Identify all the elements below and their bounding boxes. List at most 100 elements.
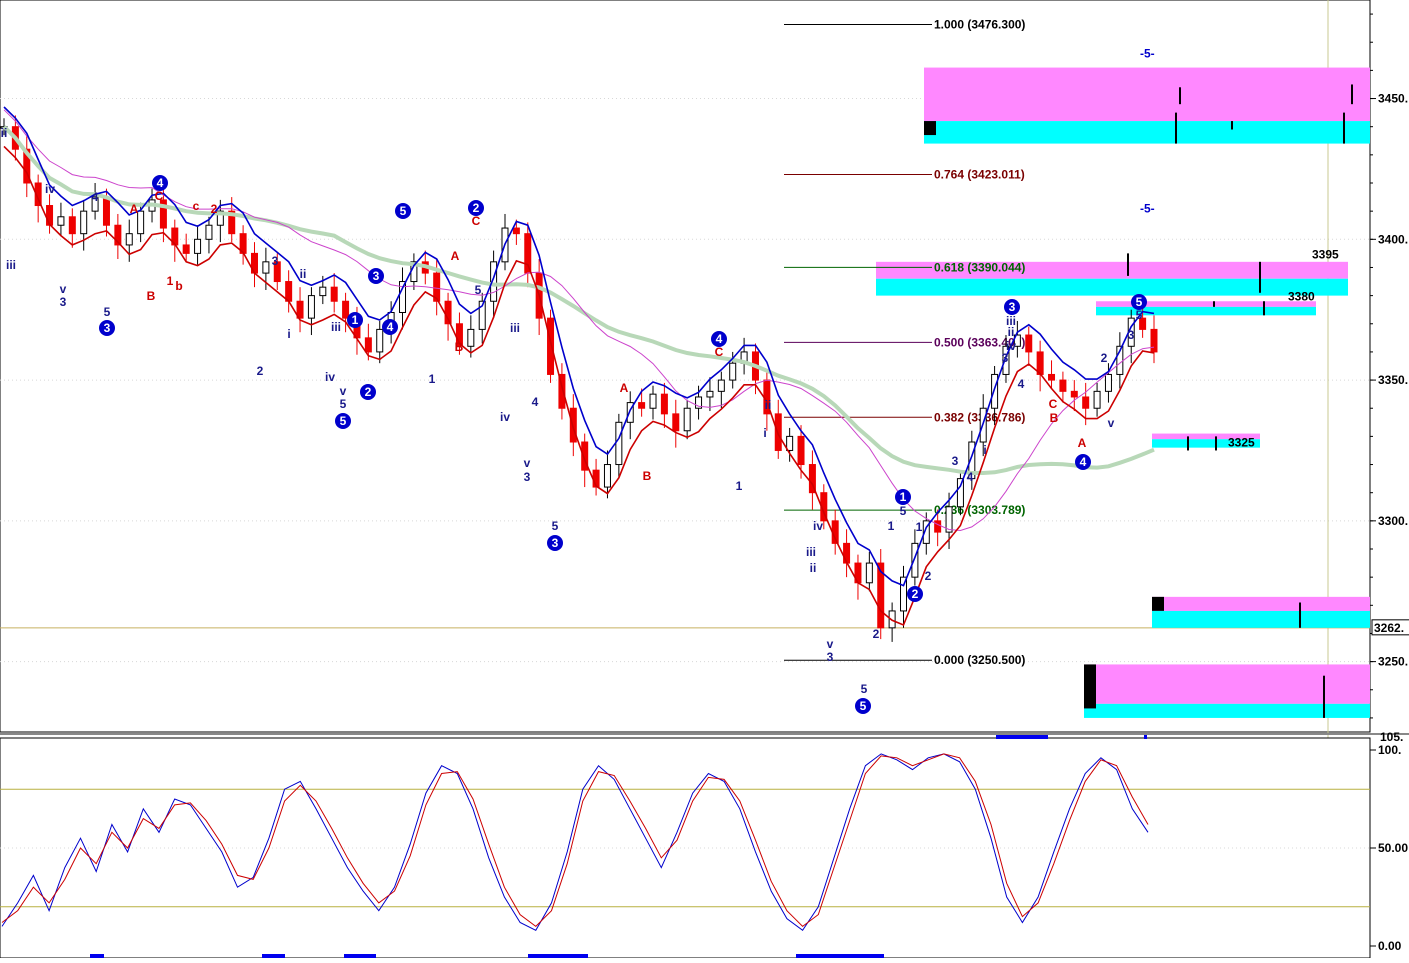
candle-body (695, 396, 703, 409)
candle-body (228, 210, 236, 235)
zone-price-label: 3380 (1288, 290, 1315, 304)
candle-body (660, 393, 668, 415)
oscillator-axis-tick-label: 0.00 (1378, 939, 1402, 953)
circled-wave-number-icon (1131, 294, 1147, 310)
candle-body (877, 562, 885, 629)
signal-bar (90, 954, 104, 958)
candle-body (296, 300, 304, 319)
circled-wave-number-icon (907, 586, 923, 602)
candle-body (729, 362, 737, 381)
circled-wave-number: 2 (912, 587, 919, 601)
wave-label-impulse: ii (765, 398, 772, 412)
circled-wave-number: 4 (1080, 455, 1087, 469)
circled-wave-number: 1 (900, 490, 907, 504)
wave-label-impulse: 2 (257, 364, 264, 378)
candle-body (991, 373, 999, 409)
candle-body (843, 542, 851, 564)
circled-wave-number-icon (1004, 299, 1020, 315)
candle-body (23, 148, 31, 184)
circled-wave-number-icon (368, 268, 384, 284)
oscillator-axis-tick-label: 100. (1378, 743, 1401, 757)
wave-label-impulse: 5 (104, 305, 111, 319)
circled-wave-number-icon (395, 203, 411, 219)
signal-bar (1144, 735, 1147, 739)
zone-price-label: 3395 (1312, 247, 1339, 261)
candle-body (285, 281, 293, 302)
candle-body (194, 238, 202, 254)
long-moving-average-line (2, 125, 1155, 475)
candle-body (865, 562, 873, 584)
candle-body (1150, 328, 1158, 353)
circled-wave-number-icon (335, 413, 351, 429)
candle-body (547, 317, 555, 375)
signal-bar (262, 954, 285, 958)
wave-label-impulse: i (763, 426, 766, 440)
candle-body (216, 210, 224, 226)
wave-label-impulse: ii (1008, 325, 1015, 339)
candle-body (581, 441, 589, 471)
circled-wave-number: 4 (157, 176, 164, 190)
circled-wave-number-icon (99, 320, 115, 336)
wave-label-corrective: A (130, 202, 139, 216)
candle-body (615, 421, 623, 466)
wave-label-impulse: iii (6, 258, 16, 272)
wave-label-impulse: 5 (340, 397, 347, 411)
target-zone-upper-cyan (924, 121, 1370, 144)
wave-label-impulse: v (524, 456, 531, 470)
candle-body (364, 337, 372, 353)
candle-body (68, 216, 76, 235)
target-zone-mid-magenta (876, 261, 1348, 279)
wave-label-impulse: 1 (429, 372, 436, 386)
fib-level-label: 1.000 (3476.300) (934, 17, 1025, 31)
candle-body (683, 407, 691, 432)
signal-bar (996, 735, 1048, 739)
circled-wave-number-icon (347, 312, 363, 328)
wave-label-impulse: v (1108, 416, 1115, 430)
candle-body (649, 393, 657, 409)
wave-label-impulse: 1 (888, 519, 895, 533)
signal-bar (528, 954, 588, 958)
wave-label-impulse: 2 (925, 569, 932, 583)
wave-label-impulse: 3 (952, 454, 959, 468)
circled-wave-number-icon (382, 319, 398, 335)
target-zone-lower-cyan (1152, 610, 1370, 628)
candle-body (262, 261, 270, 274)
circled-wave-number: 5 (340, 414, 347, 428)
candle-body (455, 323, 463, 347)
wave-label-impulse: 1 (916, 520, 923, 534)
candle-body (57, 216, 65, 226)
circled-wave-number: 3 (1009, 300, 1016, 314)
wave-label-impulse: 3 (827, 650, 834, 664)
wave-label-impulse: ii (300, 267, 307, 281)
wave-label-impulse: 5 (900, 504, 907, 518)
zone-anchor-block (1084, 664, 1096, 709)
circled-wave-number: 2 (365, 385, 372, 399)
candle-body (672, 413, 680, 432)
circled-wave-number-icon (360, 384, 376, 400)
wave-label-impulse: iv (1006, 339, 1016, 353)
candle-body (478, 300, 486, 330)
wave-label-impulse: 5 (552, 519, 559, 533)
candle-body (125, 233, 133, 246)
candle-body (159, 199, 167, 229)
candle-body (1082, 396, 1090, 409)
wave-label-impulse: iv (45, 182, 55, 196)
candle-body (490, 261, 498, 302)
circled-wave-number-icon (895, 489, 911, 505)
wave-label-corrective: b (175, 279, 182, 293)
circled-wave-number-icon (547, 535, 563, 551)
wave-label-corrective: A (451, 249, 460, 263)
candle-body (1013, 334, 1021, 347)
candle-body (786, 435, 794, 451)
candle-body (900, 576, 908, 612)
circled-wave-number-icon (152, 175, 168, 191)
circled-wave-number: 3 (104, 321, 111, 335)
candle-body (91, 196, 99, 212)
y-axis-tick-label: 3400. (1378, 232, 1408, 246)
candle-body (638, 402, 646, 409)
y-axis-tick-label: 3450. (1378, 92, 1408, 106)
circled-wave-number: 5 (400, 204, 407, 218)
candle-body (1070, 390, 1078, 398)
